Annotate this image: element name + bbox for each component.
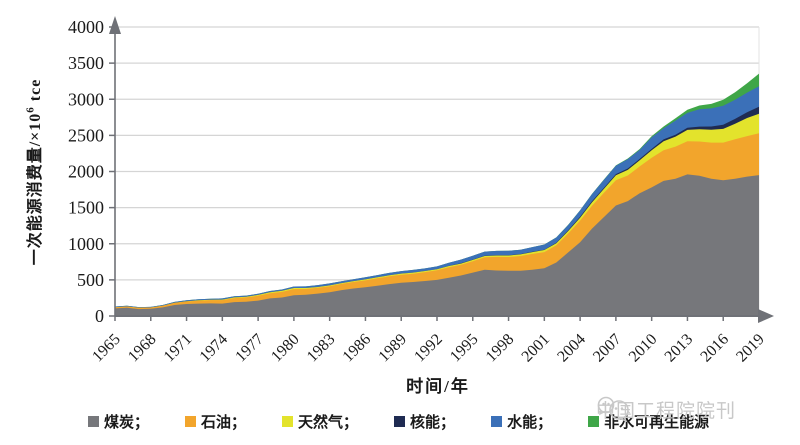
x-tick-label: 1971 (161, 331, 196, 366)
legend-item-hydro: 水能； (491, 411, 552, 432)
x-tick-label: 1980 (268, 331, 303, 366)
y-axis-title: 一次能源消费量/×106 tce (21, 79, 45, 266)
x-tick-label: 1977 (232, 331, 267, 366)
legend-item-oil: 石油； (185, 411, 246, 432)
legend-label: 煤炭； (104, 415, 150, 431)
nuclear-swatch-icon (394, 416, 406, 427)
y-tick-label: 500 (77, 270, 104, 290)
y-axis-title-suffix: tce (27, 78, 44, 107)
x-tick-label: 2016 (697, 331, 732, 366)
x-tick-label: 1995 (447, 331, 482, 366)
x-tick-label: 1998 (483, 331, 518, 366)
y-tick-label: 3000 (68, 89, 104, 109)
x-tick-label: 1992 (411, 331, 446, 366)
legend-label: 核能； (410, 415, 456, 431)
oil-swatch-icon (185, 416, 197, 427)
x-axis-arrow-icon (758, 309, 774, 323)
y-tick-label: 1000 (68, 234, 104, 254)
area-煤炭 (115, 174, 759, 316)
legend-label: 天然气； (298, 415, 359, 431)
legend-label: 石油； (201, 415, 247, 431)
x-tick-label: 2001 (519, 331, 554, 366)
hydro-swatch-icon (491, 416, 503, 427)
legend-item-nuclear: 核能； (394, 411, 455, 432)
coal-swatch-icon (88, 416, 99, 427)
x-tick-label: 2013 (662, 331, 697, 366)
legend-label: 非水可再生能源 (604, 415, 710, 431)
y-tick-label: 1500 (68, 198, 104, 218)
y-tick-label: 0 (95, 306, 104, 326)
x-tick-label: 1974 (197, 331, 232, 366)
x-tick-label: 2004 (554, 331, 589, 366)
y-tick-label: 2000 (68, 162, 104, 182)
x-tick-label: 1986 (340, 331, 375, 366)
x-tick-label: 2007 (590, 331, 625, 366)
y-axis-title-superscript: 6 (24, 106, 37, 113)
legend-label: 水能； (507, 415, 553, 431)
gas-swatch-icon (282, 416, 294, 427)
legend-item-renewables: 非水可再生能源 (588, 411, 709, 432)
x-tick-label: 2010 (626, 331, 661, 366)
legend-item-gas: 天然气； (282, 411, 358, 432)
x-axis-title: 时间/年 (406, 377, 470, 396)
y-tick-label: 3500 (68, 53, 104, 73)
x-tick-label: 1989 (375, 331, 410, 366)
y-axis-arrow-icon (109, 16, 121, 34)
x-tick-label: 1965 (89, 331, 124, 366)
legend-item-coal: 煤炭； (88, 411, 149, 432)
legend: 煤炭； 石油； 天然气； 核能； 水能； 非水可再生能源 (88, 411, 709, 432)
x-tick-label: 2019 (733, 331, 768, 366)
y-tick-label: 2500 (68, 125, 104, 145)
x-tick-label: 1983 (304, 331, 339, 366)
y-axis-title-text: 一次能源消费量/×10 (27, 112, 44, 266)
y-tick-label: 4000 (68, 17, 104, 37)
x-tick-label: 1968 (125, 331, 160, 366)
renewables-swatch-icon (588, 416, 600, 427)
